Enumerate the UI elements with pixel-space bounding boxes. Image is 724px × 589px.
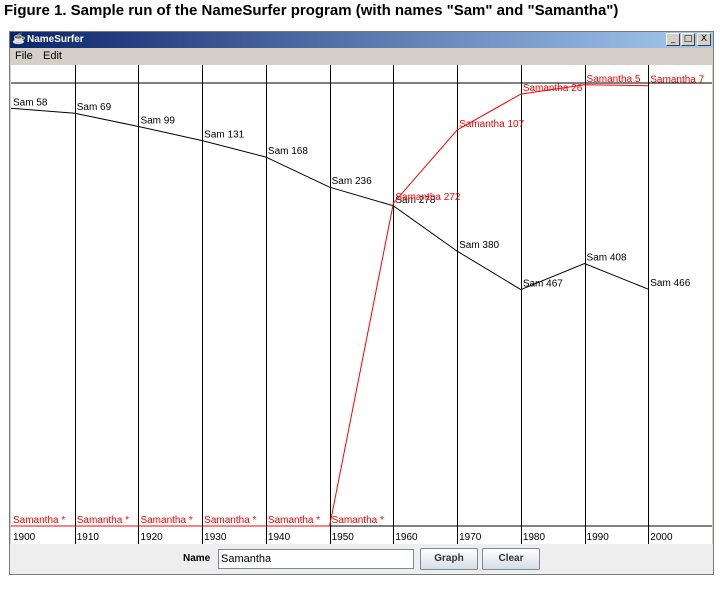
java-cup-icon: ☕	[12, 33, 26, 45]
sam-rank-label: Sam 131	[204, 130, 244, 141]
window-controls: _ □ X	[665, 33, 711, 46]
graph-canvas: 1900 1910 1920 1930 1940 1950 1960 1970 1980 1990…	[11, 65, 712, 544]
samantha-rank-label: Samantha 7	[650, 75, 704, 86]
sam-rank-label: Sam 236	[332, 176, 372, 187]
sam-rank-label: Sam 408	[587, 252, 627, 263]
samantha-rank-label: Samantha *	[268, 515, 320, 526]
close-button[interactable]: X	[697, 33, 711, 46]
maximize-button[interactable]: □	[681, 33, 695, 46]
figure-title: Figure 1. Sample run of the NameSurfer p…	[4, 2, 619, 19]
samantha-rank-label: Samantha *	[204, 515, 256, 526]
sam-rank-label: Sam 278	[395, 195, 435, 206]
window-title: NameSurfer	[27, 34, 84, 45]
samantha-rank-label: Samantha 26	[523, 83, 583, 94]
menu-file[interactable]: File	[15, 50, 33, 62]
samantha-series-line	[11, 84, 649, 527]
sam-rank-label: Sam 168	[268, 146, 308, 157]
sam-rank-label: Sam 69	[77, 102, 112, 113]
sam-rank-label: Sam 380	[459, 240, 499, 251]
decade-label: 1910	[77, 532, 100, 543]
decade-label: 1930	[204, 532, 227, 543]
samantha-rank-label: Samantha 5	[587, 74, 641, 85]
samantha-rank-label: Samantha *	[332, 515, 384, 526]
decade-label: 1940	[268, 532, 291, 543]
graph-button[interactable]: Graph	[420, 548, 478, 570]
decade-label: 1980	[523, 532, 546, 543]
menu-bar: File Edit	[10, 48, 713, 65]
sam-rank-label: Sam 58	[13, 97, 48, 108]
decade-label: 1970	[459, 532, 482, 543]
samantha-rank-label: Samantha *	[13, 515, 65, 526]
window-titlebar[interactable]: ☕ NameSurfer _ □ X	[10, 32, 713, 48]
minimize-button[interactable]: _	[666, 33, 680, 46]
decade-label: 1900	[13, 532, 36, 543]
sam-series-line	[11, 107, 649, 291]
decade-label: 1960	[395, 532, 418, 543]
sam-rank-label: Sam 99	[140, 115, 175, 126]
name-popularity-graph: 1900 1910 1920 1930 1940 1950 1960 1970 1980 1990…	[11, 65, 712, 544]
decade-label: 2000	[650, 532, 673, 543]
samantha-rank-label: Samantha 107	[459, 119, 524, 130]
control-bar: Name Graph Clear	[10, 544, 713, 574]
decade-label: 1950	[332, 532, 355, 543]
samantha-rank-label: Samantha *	[140, 515, 192, 526]
samantha-rank-label: Samantha 272	[395, 192, 460, 203]
samantha-rank-label: Samantha *	[77, 515, 129, 526]
sam-rank-label: Sam 466	[650, 278, 690, 289]
name-input[interactable]	[218, 549, 414, 569]
name-label: Name	[183, 553, 211, 564]
sam-rank-label: Sam 467	[523, 279, 563, 290]
decade-label: 1920	[140, 532, 163, 543]
decade-label: 1990	[587, 532, 610, 543]
clear-button[interactable]: Clear	[482, 548, 540, 570]
namesurfer-window: ☕ NameSurfer _ □ X File Edit 1900 1910 192…	[9, 31, 714, 575]
menu-edit[interactable]: Edit	[43, 50, 62, 62]
